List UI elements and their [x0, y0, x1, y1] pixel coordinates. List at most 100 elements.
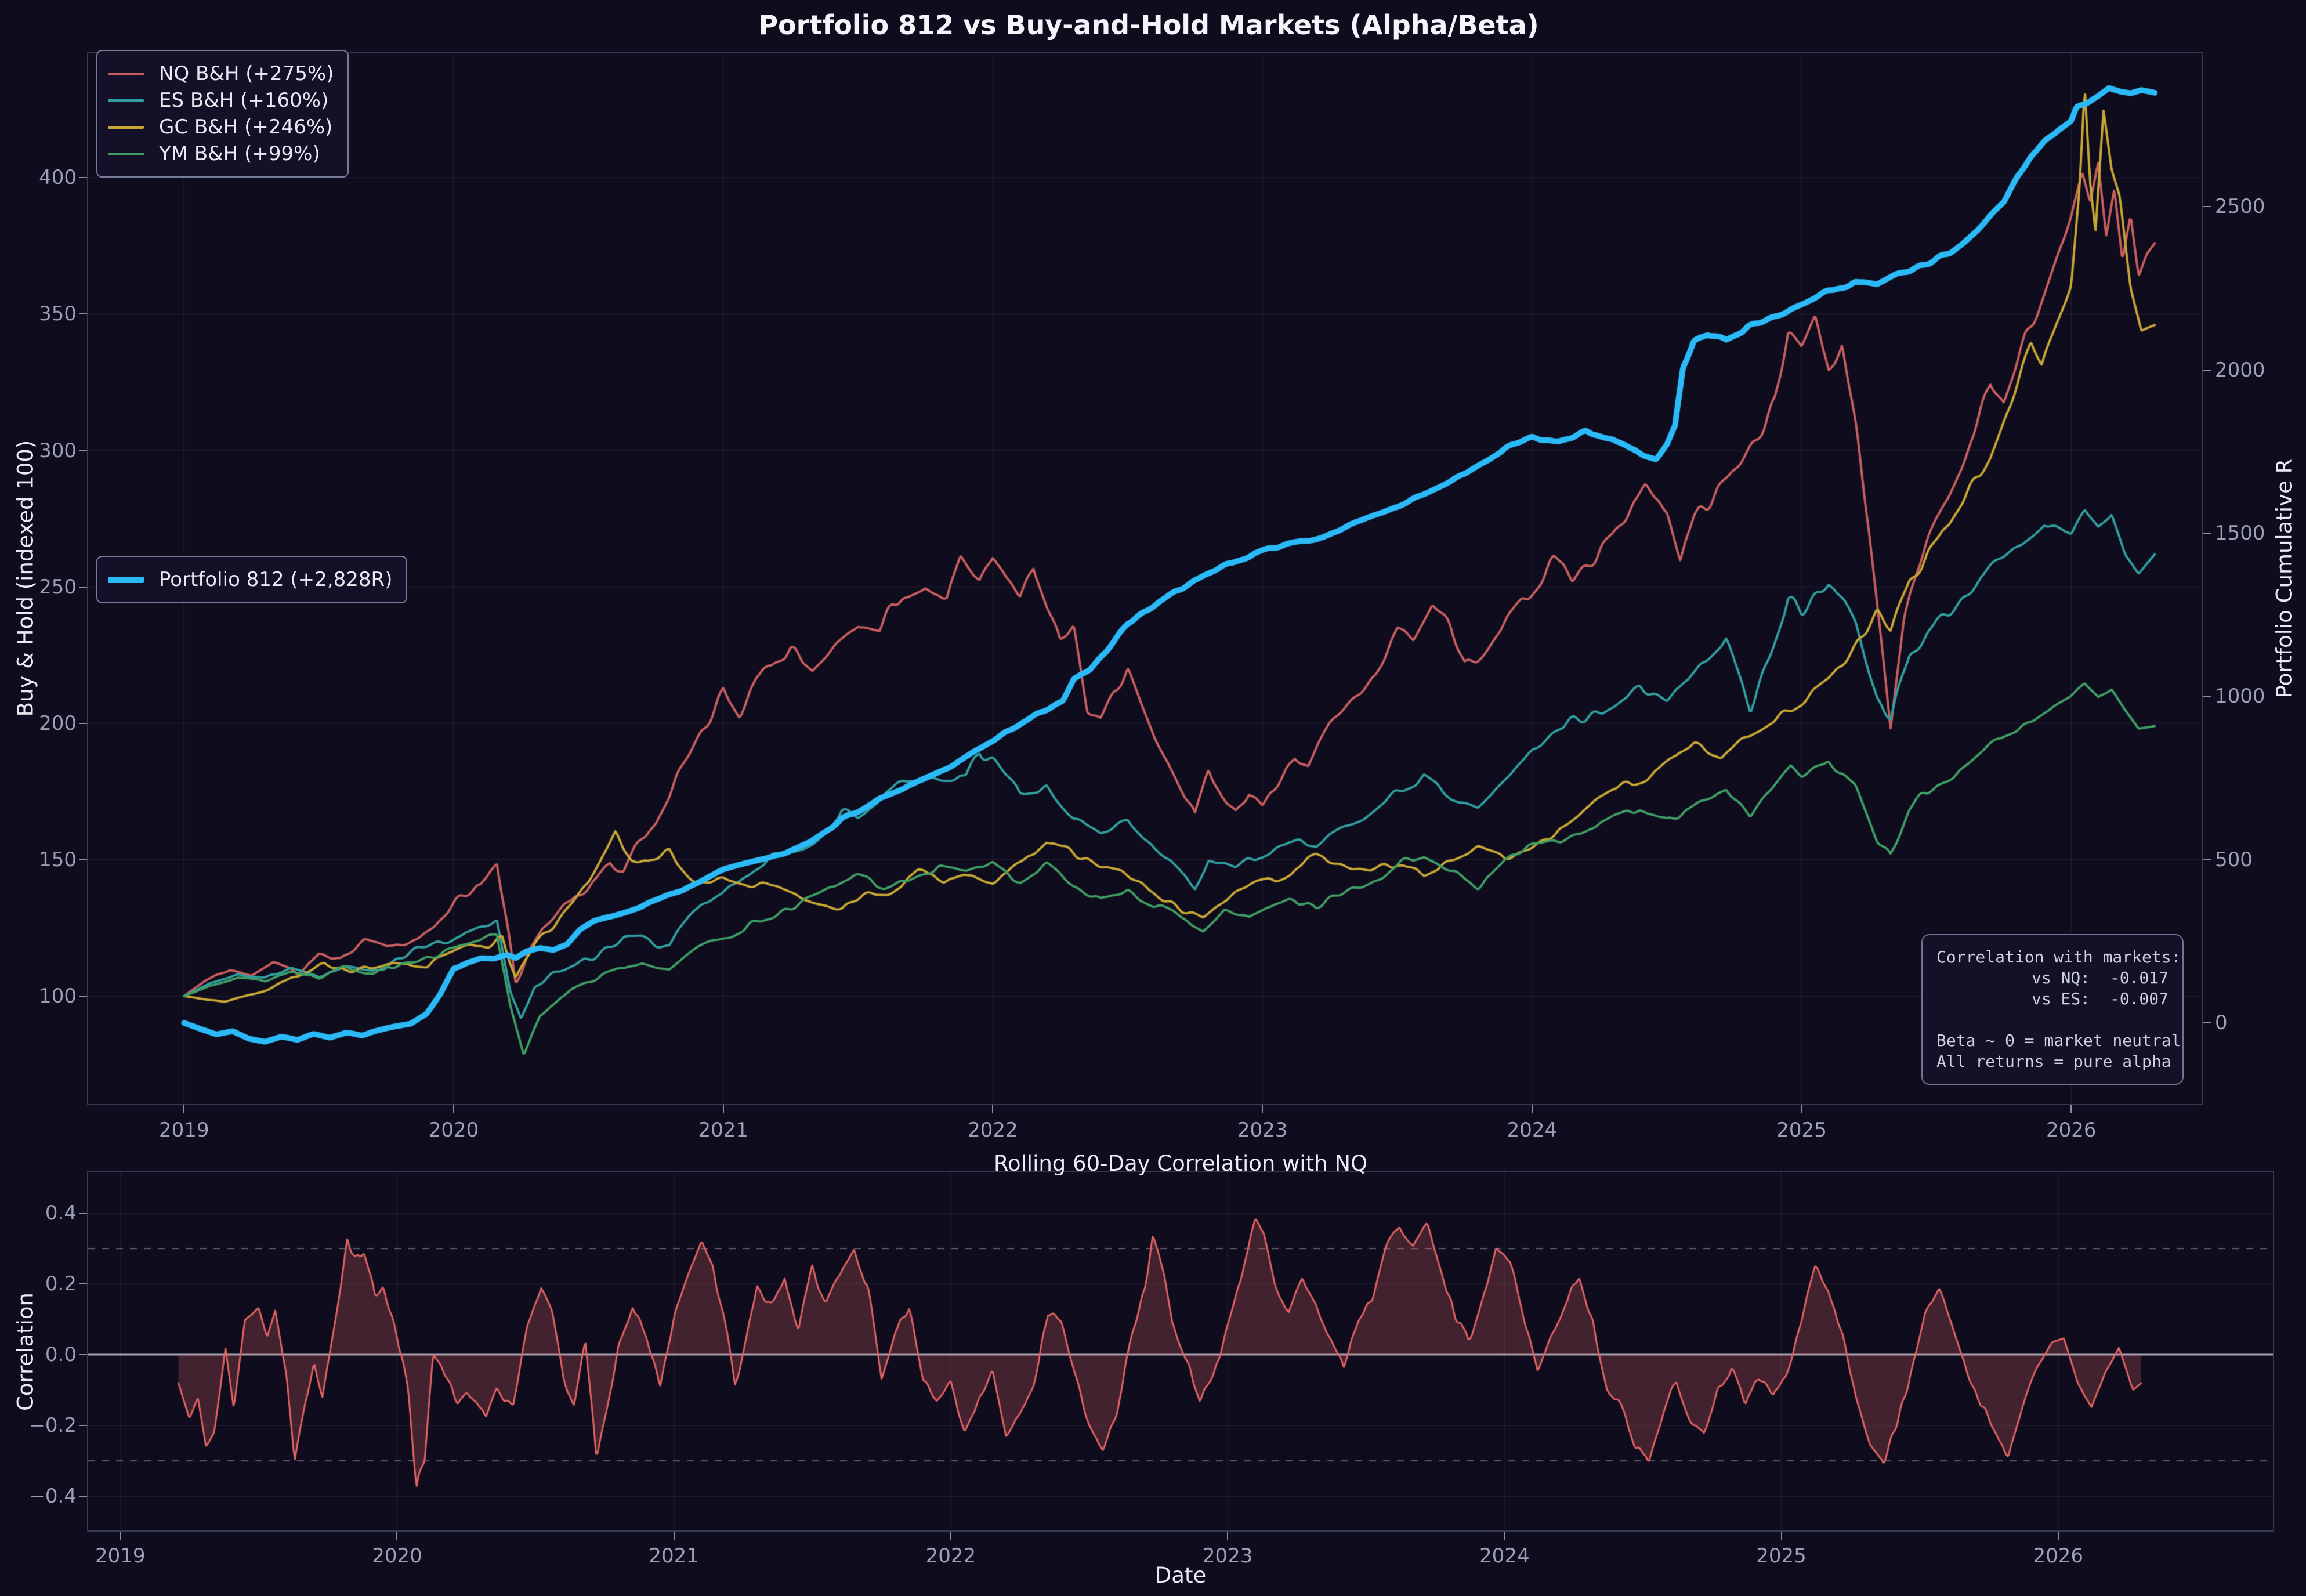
top-axes-plot-area — [87, 52, 2203, 1105]
tick-mark — [79, 1496, 87, 1497]
tick-mark — [2203, 532, 2211, 534]
tick-mark — [2203, 1022, 2211, 1024]
annotation-line: All returns = pure alpha — [1936, 1052, 2171, 1071]
tick-mark — [79, 450, 87, 451]
legend-line-swatch-icon — [108, 125, 144, 129]
legend-label: NQ B&H (+275%) — [159, 62, 334, 85]
top-xtick: 2026 — [2046, 1119, 2097, 1142]
legend-line-swatch-icon — [108, 576, 144, 583]
tick-mark — [1262, 1105, 1264, 1113]
x-axis-label: Date — [1154, 1563, 1207, 1588]
top-left-ytick: 350 — [39, 302, 77, 326]
top-xtick: 2022 — [968, 1119, 1018, 1142]
tick-mark — [79, 313, 87, 315]
annotation-line — [1936, 1009, 2169, 1030]
tick-mark — [120, 1532, 121, 1540]
tick-mark — [1801, 1105, 1802, 1113]
tick-mark — [79, 995, 87, 997]
tick-mark — [2203, 859, 2211, 860]
legend-item-portfolio-812-2-828r: Portfolio 812 (+2,828R) — [108, 566, 392, 593]
price-lines-canvas — [88, 53, 2202, 1104]
left-y-axis-label: Buy & Hold (indexed 100) — [13, 440, 38, 717]
bottom-ytick: −0.4 — [28, 1485, 77, 1508]
legend-item-nq-b-h-275: NQ B&H (+275%) — [108, 60, 334, 87]
top-xtick: 2025 — [1776, 1119, 1827, 1142]
tick-mark — [79, 1354, 87, 1356]
bottom-chart-title: Rolling 60-Day Correlation with NQ — [993, 1151, 1368, 1176]
bottom-xtick: 2023 — [1202, 1544, 1253, 1568]
top-left-ytick: 250 — [39, 575, 77, 599]
annotation-line: vs ES: -0.007 — [2031, 989, 2169, 1008]
top-right-ytick: 0 — [2215, 1011, 2228, 1035]
bottom-xtick: 2025 — [1756, 1544, 1807, 1568]
top-right-ytick: 2500 — [2215, 195, 2265, 219]
tick-mark — [79, 722, 87, 724]
legend-label: GC B&H (+246%) — [159, 115, 333, 139]
top-right-ytick: 1500 — [2215, 521, 2265, 545]
bottom-xtick: 2026 — [2033, 1544, 2084, 1568]
tick-mark — [2057, 1532, 2059, 1540]
legend-line-swatch-icon — [108, 152, 144, 155]
legend-label: YM B&H (+99%) — [159, 142, 320, 165]
bottom-xtick: 2022 — [925, 1544, 976, 1568]
annotation-line: vs NQ: -0.017 — [2031, 968, 2169, 987]
tick-mark — [1780, 1532, 1782, 1540]
tick-mark — [79, 586, 87, 588]
top-right-ytick: 1000 — [2215, 685, 2265, 708]
legend-item-ym-b-h-99: YM B&H (+99%) — [108, 140, 334, 167]
tick-mark — [396, 1532, 398, 1540]
annotation-line: Correlation with markets: — [1936, 947, 2181, 967]
top-xtick: 2021 — [698, 1119, 748, 1142]
top-right-ytick: 500 — [2215, 848, 2253, 871]
top-xtick: 2020 — [428, 1119, 479, 1142]
tick-mark — [673, 1532, 675, 1540]
legend-portfolio: Portfolio 812 (+2,828R) — [96, 556, 408, 603]
tick-mark — [1531, 1105, 1533, 1113]
bottom-xtick: 2020 — [372, 1544, 422, 1568]
legend-line-swatch-icon — [108, 72, 144, 75]
top-right-ytick: 2000 — [2215, 358, 2265, 382]
right-y-axis-label: Portfolio Cumulative R — [2272, 458, 2297, 699]
legend-label: ES B&H (+160%) — [159, 89, 329, 112]
tick-mark — [79, 1213, 87, 1214]
legend-item-es-b-h-160: ES B&H (+160%) — [108, 87, 334, 114]
tick-mark — [2203, 369, 2211, 371]
tick-mark — [79, 859, 87, 860]
bottom-ytick: 0.4 — [45, 1201, 77, 1225]
top-left-ytick: 300 — [39, 439, 77, 462]
tick-mark — [2203, 696, 2211, 697]
page-title: Portfolio 812 vs Buy-and-Hold Markets (A… — [758, 9, 1539, 41]
tick-mark — [79, 1425, 87, 1427]
bottom-ytick: 0.2 — [45, 1272, 77, 1296]
tick-mark — [79, 177, 87, 179]
bottom-ytick: −0.2 — [28, 1414, 77, 1438]
tick-mark — [2070, 1105, 2072, 1113]
bottom-ytick: 0.0 — [45, 1343, 77, 1367]
tick-mark — [183, 1105, 185, 1113]
top-left-ytick: 100 — [39, 984, 77, 1008]
top-left-ytick: 200 — [39, 711, 77, 735]
tick-mark — [1227, 1532, 1229, 1540]
tick-mark — [453, 1105, 454, 1113]
top-xtick: 2023 — [1237, 1119, 1288, 1142]
legend-item-gc-b-h-246: GC B&H (+246%) — [108, 114, 334, 140]
bottom-xtick: 2021 — [649, 1544, 699, 1568]
legend-label: Portfolio 812 (+2,828R) — [159, 568, 393, 591]
tick-mark — [950, 1532, 951, 1540]
top-xtick: 2024 — [1507, 1119, 1558, 1142]
bottom-y-axis-label: Correlation — [13, 1292, 38, 1412]
tick-mark — [79, 1283, 87, 1285]
annotation-line: Beta ~ 0 = market neutral — [1936, 1031, 2181, 1050]
annotation-box: Correlation with markets: vs NQ: -0.017 vs… — [1921, 934, 2184, 1085]
bottom-xtick: 2024 — [1479, 1544, 1530, 1568]
top-left-ytick: 150 — [39, 848, 77, 871]
tick-mark — [722, 1105, 724, 1113]
tick-mark — [1504, 1532, 1505, 1540]
top-left-ytick: 400 — [39, 166, 77, 190]
top-xtick: 2019 — [159, 1119, 209, 1142]
tick-mark — [992, 1105, 994, 1113]
bottom-xtick: 2019 — [95, 1544, 146, 1568]
legend-markets: NQ B&H (+275%) ES B&H (+160%) GC B&H (+246… — [96, 50, 349, 178]
tick-mark — [2203, 206, 2211, 208]
